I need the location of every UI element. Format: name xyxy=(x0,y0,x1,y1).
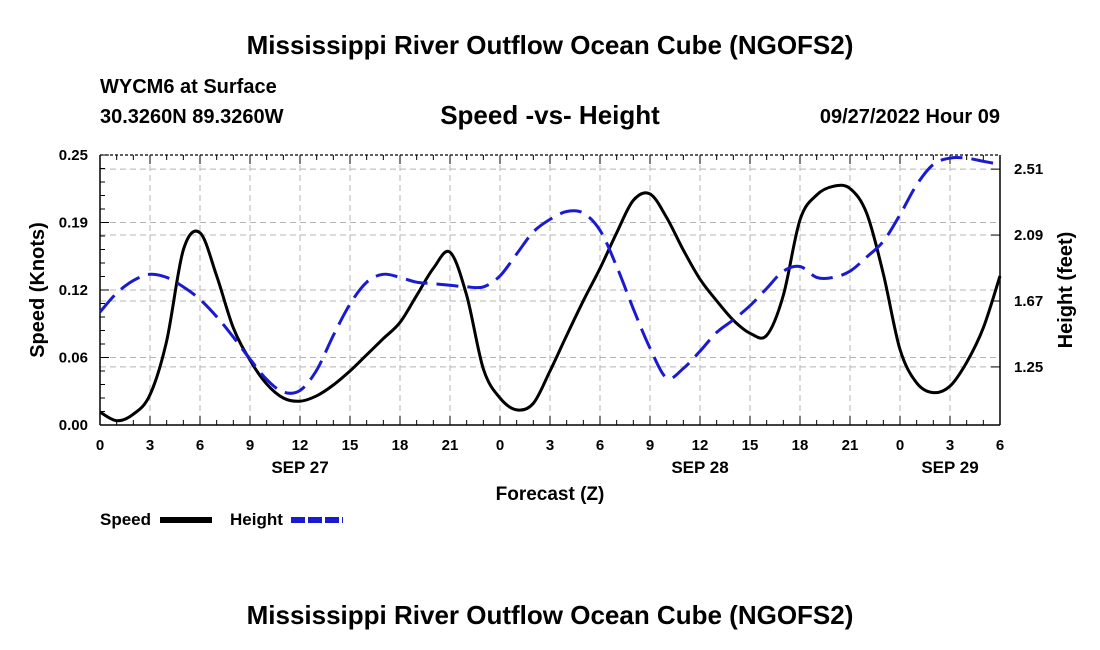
x-tick-label: 9 xyxy=(246,437,254,454)
y2-tick-label: 1.25 xyxy=(1014,359,1043,376)
y-tick-label: 0.19 xyxy=(59,215,88,232)
x-tick-label: 3 xyxy=(146,437,154,454)
y2-tick-label: 2.09 xyxy=(1014,227,1043,244)
x-tick-label: 3 xyxy=(946,437,954,454)
datetime-label: 09/27/2022 Hour 09 xyxy=(819,106,1000,128)
y-tick-label: 0.00 xyxy=(59,417,88,434)
x-date-label: SEP 27 xyxy=(271,458,328,477)
x-tick-label: 9 xyxy=(646,437,654,454)
y-tick-label: 0.25 xyxy=(59,147,88,164)
x-date-label: SEP 28 xyxy=(671,458,728,477)
station-label: WYCM6 at Surface xyxy=(100,76,277,98)
x-tick-label: 0 xyxy=(496,437,504,454)
x-tick-label: 21 xyxy=(442,437,459,454)
x-tick-label: 12 xyxy=(692,437,709,454)
footer-title: Mississippi River Outflow Ocean Cube (NG… xyxy=(246,600,854,630)
x-tick-label: 6 xyxy=(996,437,1004,454)
x-tick-label: 0 xyxy=(896,437,904,454)
x-tick-label: 21 xyxy=(842,437,859,454)
legend-height-label: Height xyxy=(230,510,283,529)
x-tick-label: 15 xyxy=(342,437,359,454)
x-tick-label: 0 xyxy=(96,437,104,454)
x-tick-label: 18 xyxy=(392,437,409,454)
series-line-height xyxy=(98,156,1001,395)
y-tick-label: 0.06 xyxy=(59,350,88,367)
y2-axis-title: Height (feet) xyxy=(1055,232,1077,349)
chart-subtitle: Speed -vs- Height xyxy=(440,100,660,130)
legend-speed-label: Speed xyxy=(100,510,152,529)
x-tick-label: 18 xyxy=(792,437,809,454)
x-date-label: SEP 29 xyxy=(921,458,978,477)
x-tick-label: 6 xyxy=(596,437,604,454)
x-axis-title: Forecast (Z) xyxy=(496,484,605,505)
y-axis-title: Speed (Knots) xyxy=(27,222,49,358)
x-tick-label: 3 xyxy=(546,437,554,454)
coordinates-label: 30.3260N 89.3260W xyxy=(100,106,284,128)
y2-tick-label: 2.51 xyxy=(1014,161,1043,178)
x-tick-label: 6 xyxy=(196,437,204,454)
main-title: Mississippi River Outflow Ocean Cube (NG… xyxy=(246,30,854,60)
y-tick-label: 0.12 xyxy=(59,282,88,299)
x-tick-label: 15 xyxy=(742,437,759,454)
x-tick-label: 12 xyxy=(292,437,309,454)
y2-tick-label: 1.67 xyxy=(1014,293,1043,310)
